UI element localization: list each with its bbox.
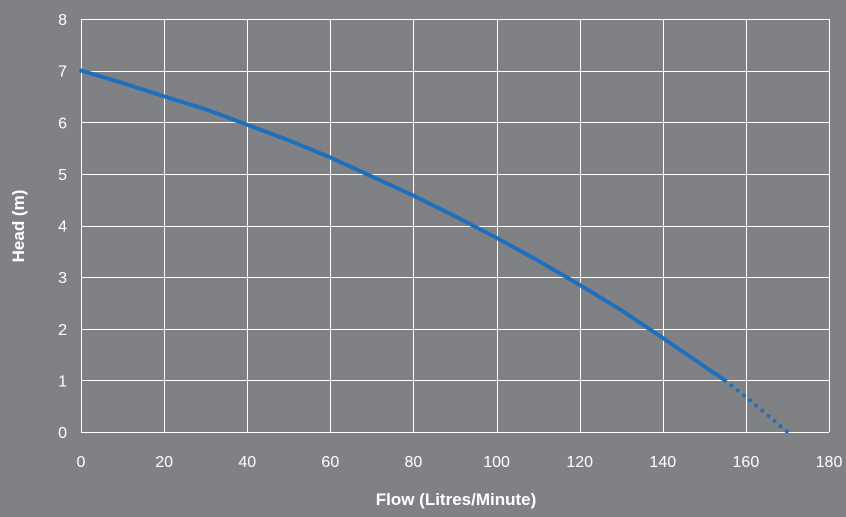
x-tick-label: 80 [405,454,423,471]
y-tick-label: 6 [58,115,67,132]
x-tick-label: 180 [816,454,843,471]
curve-extrapolated-line [723,378,790,434]
y-tick-label: 7 [58,64,67,81]
x-tick-label: 120 [566,454,593,471]
y-tick-label: 8 [58,12,67,29]
x-tick-labels: 0 20 40 60 80 100 120 140 160 180 [77,454,843,471]
y-tick-labels: 0 1 2 3 4 5 6 7 8 [58,12,67,442]
x-tick-label: 140 [649,454,676,471]
y-tick-label: 4 [58,219,67,236]
x-axis-title: Flow (Litres/Minute) [376,490,537,509]
y-tick-label: 1 [58,373,67,390]
x-tick-label: 160 [733,454,760,471]
series-group [79,68,790,434]
x-tick-label: 40 [238,454,256,471]
y-tick-label: 3 [58,270,67,287]
x-tick-label: 20 [155,454,173,471]
x-tick-label: 0 [77,454,86,471]
y-tick-label: 5 [58,167,67,184]
y-axis-title: Head (m) [9,190,28,263]
y-tick-label: 2 [58,322,67,339]
curve-line [79,68,728,383]
x-tick-label: 100 [483,454,510,471]
y-tick-label: 0 [58,425,67,442]
x-tick-label: 60 [321,454,339,471]
grid [81,19,830,433]
